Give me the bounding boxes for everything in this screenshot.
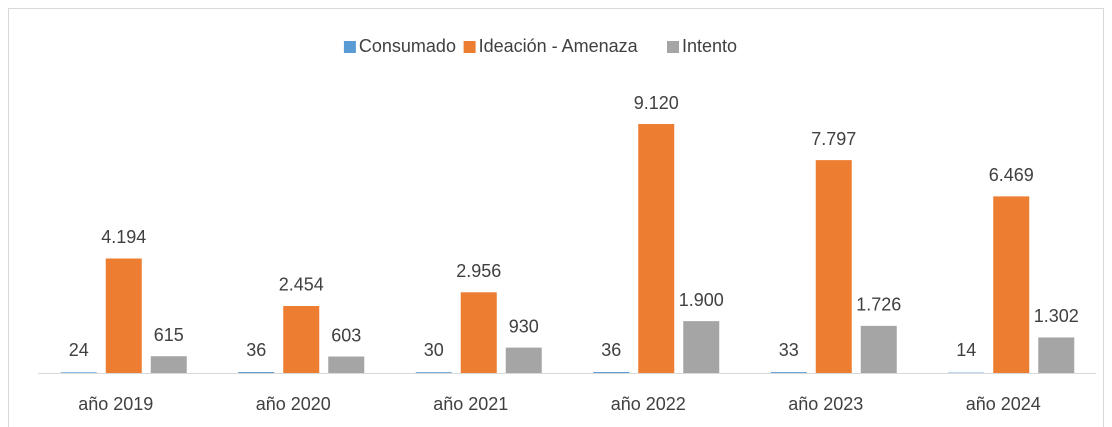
bar: [283, 305, 320, 373]
x-tick-label: año 2019: [78, 394, 153, 414]
data-label: 4.194: [101, 227, 146, 247]
chart-frame: [8, 8, 1104, 427]
bar: [238, 372, 275, 373]
x-tick-label: año 2023: [788, 394, 863, 414]
legend-swatch: [343, 41, 356, 53]
legend-swatch: [463, 41, 476, 53]
x-tick-label: año 2020: [256, 394, 331, 414]
data-label: 1.900: [679, 290, 724, 310]
bar: [993, 196, 1030, 373]
bar: [460, 292, 497, 373]
data-label: 30: [424, 340, 444, 360]
bar: [593, 372, 630, 373]
x-tick-label: año 2021: [433, 394, 508, 414]
legend-label: Consumado: [359, 36, 456, 56]
data-label: 1.726: [856, 295, 901, 315]
data-label: 930: [509, 316, 539, 336]
data-label: 7.797: [811, 129, 856, 149]
bar: [505, 347, 542, 373]
bar: [415, 372, 452, 373]
data-label: 24: [69, 340, 89, 360]
data-label: 1.302: [1034, 306, 1079, 326]
bar: [638, 124, 675, 373]
legend-swatch: [667, 41, 679, 53]
data-label: 36: [601, 340, 621, 360]
bar: [815, 160, 852, 373]
legend-label: Ideación - Amenaza: [479, 36, 639, 56]
data-label: 603: [331, 325, 361, 345]
data-label: 14: [956, 340, 976, 360]
bar: [770, 372, 807, 373]
bar: [60, 372, 97, 373]
bar: [105, 258, 142, 373]
data-label: 2.454: [279, 275, 324, 295]
bar: [860, 325, 897, 373]
bar: [683, 321, 720, 373]
bar: [150, 356, 187, 373]
x-tick-label: año 2024: [966, 394, 1041, 414]
legend-label: Intento: [682, 36, 737, 56]
data-label: 36: [246, 340, 266, 360]
bar: [328, 356, 365, 373]
data-label: 6.469: [989, 165, 1034, 185]
bar: [1038, 337, 1075, 373]
data-label: 615: [154, 325, 184, 345]
data-label: 2.956: [456, 261, 501, 281]
x-tick-label: año 2022: [611, 394, 686, 414]
data-label: 9.120: [634, 93, 679, 113]
data-label: 33: [779, 340, 799, 360]
